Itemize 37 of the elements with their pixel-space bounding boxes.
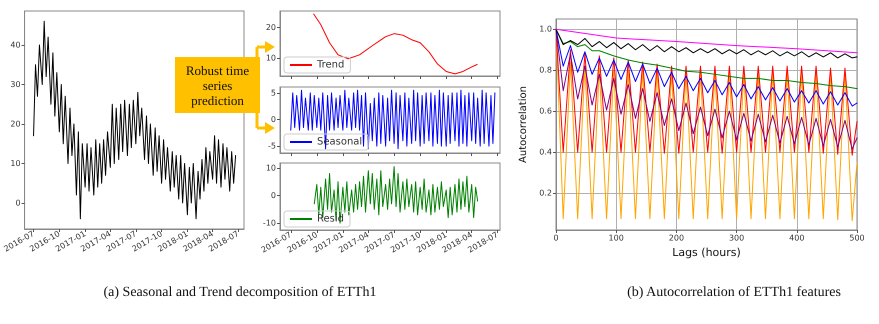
y-tick-label: 0	[270, 114, 276, 124]
x-tick-label: 500	[849, 234, 865, 242]
y-tick-label: 0.8	[539, 66, 552, 75]
line-series	[556, 28, 858, 90]
x-tick-label: 200	[668, 234, 684, 242]
line-series	[314, 166, 478, 224]
legend-label: Trend	[316, 60, 344, 70]
line-series	[290, 90, 496, 150]
y-tick-label: 5	[270, 88, 276, 98]
y-tick-label: 30	[10, 80, 21, 89]
x-tick-label: 400	[789, 234, 804, 242]
y-tick-label: 0.4	[539, 148, 552, 157]
x-tick-label: 100	[608, 234, 624, 242]
line-series	[556, 28, 858, 58]
x-tick-label: 300	[728, 234, 744, 242]
y-axis-title: Autocorrelation	[518, 86, 529, 163]
text: (b) Autocorrelation of ETTh1 features	[627, 285, 841, 301]
y-tick-label: -5	[268, 142, 276, 151]
y-tick-label: 0.2	[539, 188, 552, 198]
y-tick-label: 0.6	[539, 106, 552, 116]
y-tick-label: 0	[270, 191, 276, 200]
line-series	[556, 28, 858, 107]
y-tick-label: 1.0	[539, 24, 552, 34]
y-tick-label: 0	[15, 198, 21, 208]
y-tick-label: 40	[10, 40, 21, 50]
line-series	[313, 14, 478, 74]
annotation: Robust time series prediction	[175, 57, 260, 113]
x-tick-label: 0	[553, 234, 559, 242]
line-series	[556, 28, 858, 54]
y-tick-label: 20	[266, 23, 276, 32]
y-tick-label: 10	[10, 158, 21, 168]
text: (a) Seasonal and Trend decomposition of ETTh1	[104, 285, 376, 301]
x-axis-title: Lags (hours)	[672, 246, 741, 259]
y-tick-label: -10	[262, 218, 276, 228]
y-tick-label: 10	[266, 163, 276, 172]
y-tick-label: 10	[266, 53, 276, 62]
y-tick-label: 20	[10, 119, 21, 128]
